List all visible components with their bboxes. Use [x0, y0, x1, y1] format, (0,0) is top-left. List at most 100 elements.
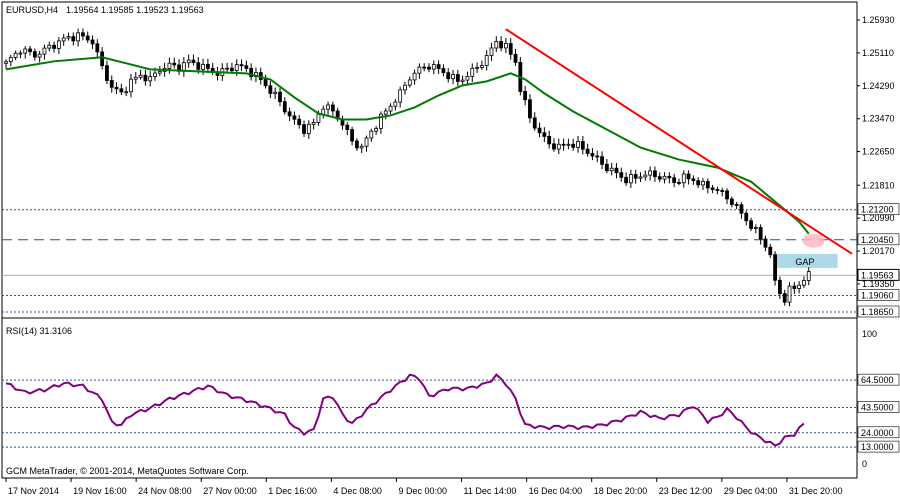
price-axis-ticks: 1.25930 1.25110 1.24290 1.23470 1.22650 1.218…: [857, 15, 895, 289]
time-tick-label: 19 Nov 16:00: [73, 486, 127, 496]
candle-bear: [263, 79, 268, 87]
price-label-box: [857, 289, 900, 301]
candle-bear: [633, 174, 638, 179]
price-axis-labels: 1.21200 1.20450 1.19563 1.19060 1.18650: [857, 203, 900, 318]
moving-average-line: [5, 56, 810, 235]
rsi-line: [5, 373, 805, 447]
candle-bear: [297, 118, 302, 126]
candle-bear: [287, 111, 292, 117]
price-tick-label: 1.21810: [862, 180, 895, 190]
candle-bear: [354, 140, 359, 149]
rsi-levels: 64.5000 43.5000 24.0000 13.0000: [2, 373, 900, 453]
price-tick-label: 1.20990: [862, 213, 895, 223]
price-tick-label: 1.23470: [862, 114, 895, 124]
candle-bear: [585, 148, 590, 154]
candle-bull: [465, 75, 470, 81]
candle-bear: [763, 238, 768, 248]
time-tick-label: 17 Nov 2014: [8, 486, 59, 496]
candle-bear: [725, 190, 729, 200]
candle-bear: [85, 35, 90, 41]
main-horizontal-levels: [2, 209, 857, 313]
candle-bull: [556, 143, 561, 150]
candle-bear: [508, 43, 513, 55]
candle-bull: [369, 130, 374, 139]
candle-bear: [768, 246, 773, 256]
rsi-title: RSI(14) 31.3106: [6, 326, 72, 336]
candle-bear: [792, 285, 797, 289]
candle-bear: [667, 175, 672, 179]
candle-bull: [412, 72, 417, 81]
candle-bull: [566, 143, 571, 146]
candle-bull: [460, 79, 465, 82]
gap-zone: GAP: [775, 253, 838, 268]
price-label-box: [857, 233, 900, 246]
candle-bear: [119, 88, 124, 93]
candle-bear: [619, 172, 624, 178]
candle-bear: [580, 141, 585, 150]
candlestick-series: [4, 28, 811, 307]
candle-bull: [504, 43, 508, 49]
price-tick-label: 1.20170: [862, 246, 895, 256]
candle-bull: [494, 41, 499, 49]
candle-bear: [624, 176, 628, 184]
price-label-text: 1.18650: [861, 307, 894, 317]
candle-bear: [172, 62, 177, 66]
candle-bear: [191, 59, 196, 64]
candle-bear: [528, 99, 532, 119]
candle-bull: [797, 284, 802, 289]
time-tick-label: 9 Dec 00:00: [398, 486, 447, 496]
rsi-level-text: 24.0000: [861, 428, 894, 438]
candle-bear: [109, 80, 114, 88]
candle-bear: [552, 143, 556, 150]
candle-bear: [547, 136, 552, 145]
candle-bull: [701, 181, 705, 186]
trendline[interactable]: [505, 28, 853, 255]
price-tick-label: 1.25930: [862, 15, 895, 25]
candle-bear: [595, 155, 600, 158]
candle-bear: [350, 129, 354, 142]
candle-bear: [739, 204, 744, 214]
candle-bull: [148, 76, 153, 82]
candle-bear: [677, 182, 681, 184]
candle-bull: [383, 110, 388, 115]
candle-bull: [431, 64, 436, 70]
candle-bear: [239, 64, 244, 67]
price-tick-label: 1.25110: [862, 48, 894, 58]
time-tick-label: 1 Dec 16:00: [268, 486, 317, 496]
price-tick-label: 1.24290: [862, 81, 895, 91]
rsi-level-text: 64.5000: [861, 375, 894, 385]
rsi-level-text: 43.5000: [861, 402, 894, 412]
candle-bull: [133, 76, 138, 80]
candle-bear: [244, 65, 249, 69]
candle-bull: [388, 105, 393, 112]
candle-bear: [90, 39, 95, 45]
candle-bear: [571, 143, 576, 148]
candle-bull: [4, 61, 8, 64]
candle-bear: [720, 190, 725, 192]
candle-bull: [66, 36, 71, 39]
candle-bear: [614, 167, 619, 174]
candle-bear: [653, 170, 657, 178]
candle-bull: [643, 174, 648, 178]
gap-label: GAP: [795, 257, 814, 267]
candle-bull: [475, 67, 479, 69]
candle-bear: [773, 254, 777, 281]
candle-bear: [715, 189, 720, 191]
candle-bear: [590, 153, 595, 157]
candle-bull: [806, 271, 811, 281]
candle-bull: [662, 175, 667, 180]
candle-bull: [638, 176, 643, 179]
candle-bear: [758, 227, 763, 240]
candle-bear: [81, 32, 85, 37]
candle-bear: [729, 198, 734, 205]
candle-bear: [32, 51, 37, 58]
candle-bull: [167, 62, 172, 69]
price-label-text: 1.20450: [861, 235, 894, 245]
candle-bull: [681, 173, 686, 184]
candle-bear: [600, 156, 604, 165]
candle-bear: [734, 204, 739, 206]
candle-bear: [513, 53, 518, 63]
candle-bear: [292, 115, 297, 120]
